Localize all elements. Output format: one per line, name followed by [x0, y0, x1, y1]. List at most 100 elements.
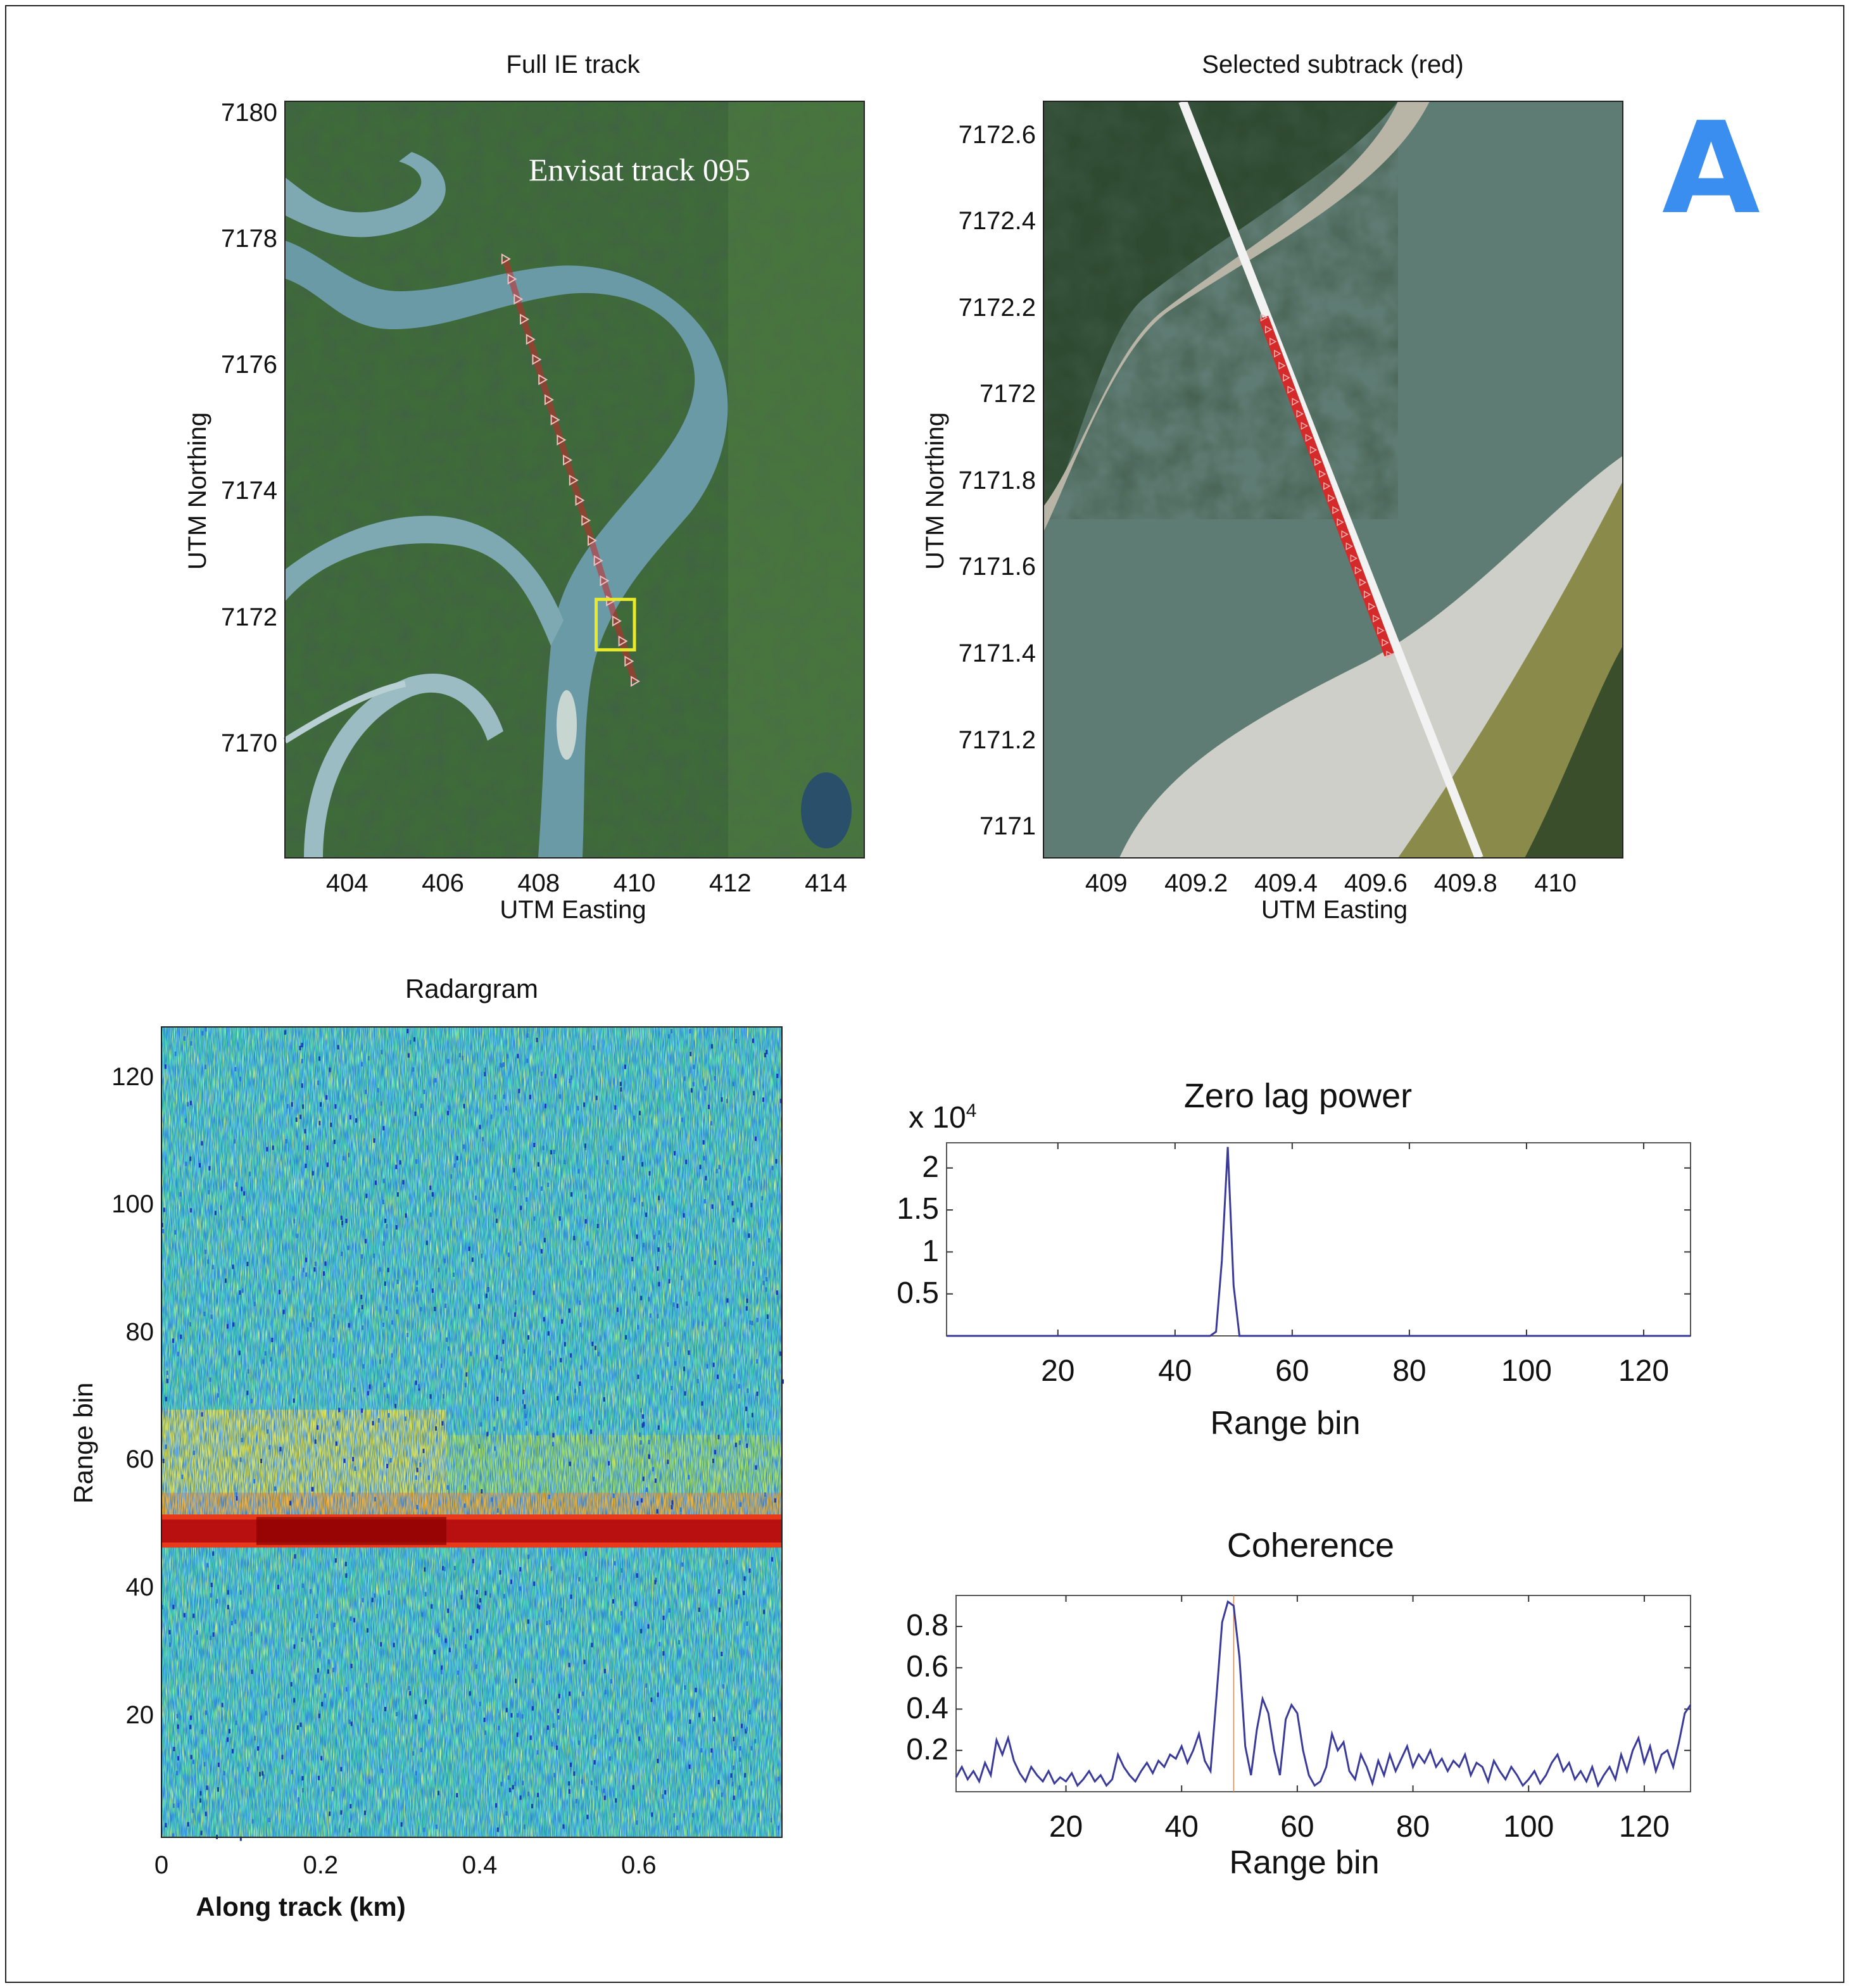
radargram-xtick: 0.2 — [303, 1851, 339, 1879]
radargram-speckle — [306, 1327, 309, 1332]
map1-track-marker — [507, 273, 517, 285]
radargram-speckle — [332, 1337, 335, 1342]
radargram-speckle — [210, 1635, 212, 1640]
radargram-speckle — [485, 1293, 488, 1299]
radargram-speckle — [552, 1433, 555, 1438]
radargram-speckle — [570, 1075, 573, 1080]
radargram-speckle — [632, 1785, 634, 1790]
radargram-speckle — [689, 1029, 691, 1034]
radargram-speckle — [591, 1342, 594, 1347]
radargram-speckle — [350, 1663, 353, 1668]
radargram-speckle — [554, 1074, 557, 1079]
radargram-speckle — [305, 1272, 308, 1277]
radargram-speckle — [394, 1404, 397, 1409]
radargram-speckle — [648, 1440, 650, 1445]
radargram-speckle — [207, 1259, 210, 1264]
radargram-speckle — [383, 1382, 386, 1387]
radargram-speckle — [310, 1322, 312, 1327]
radargram-speckle — [301, 1583, 304, 1589]
radargram-speckle — [610, 1679, 613, 1684]
radargram-speckle — [733, 1374, 736, 1379]
radargram-speckle — [654, 1478, 657, 1483]
map1-river-arm2 — [285, 515, 564, 646]
radargram-speckle — [429, 1394, 432, 1399]
radargram-speckle — [748, 1709, 751, 1714]
radargram-speckle — [365, 1683, 368, 1688]
map1-track-marker — [532, 354, 542, 365]
radargram-speckle — [253, 1479, 256, 1484]
radargram-speckle — [382, 1126, 385, 1131]
map2-xtick: 409.2 — [1164, 869, 1228, 897]
radargram-speckle — [642, 1414, 645, 1419]
radargram-speckle — [714, 1450, 716, 1455]
radargram-speckle — [380, 1642, 382, 1647]
radargram-speckle — [593, 1476, 595, 1482]
coh-xlabel: Range bin — [1229, 1844, 1380, 1881]
radargram-speckle — [781, 1379, 784, 1384]
radargram-speckle — [189, 1100, 192, 1105]
radargram-speckle — [533, 1216, 536, 1221]
radargram-speckle — [756, 1359, 759, 1364]
radargram-speckle — [424, 1699, 427, 1704]
radargram-speckle — [301, 1059, 303, 1064]
radargram-speckle — [696, 1378, 699, 1383]
radargram-speckle — [533, 1143, 536, 1148]
radargram-speckle — [419, 1463, 422, 1468]
radargram-speckle — [464, 1383, 467, 1388]
radargram-speckle — [568, 1789, 570, 1794]
radargram-speckle — [505, 1811, 508, 1816]
radargram-speckle — [743, 1576, 746, 1581]
radargram-speckle — [636, 1234, 638, 1239]
radargram-speckle — [482, 1136, 484, 1142]
radargram-speckle — [372, 1421, 374, 1426]
radargram-speckle — [326, 1162, 329, 1167]
radargram-speckle — [303, 1268, 305, 1273]
radargram-speckle — [641, 1202, 644, 1207]
map2-red-marker — [1382, 638, 1389, 647]
radargram-speckle — [271, 1337, 274, 1342]
radargram-speckle — [519, 1241, 522, 1246]
radargram-speckle — [735, 1600, 738, 1605]
radargram-speckle — [538, 1162, 540, 1167]
radargram-speckle — [281, 1754, 284, 1759]
radargram-speckle — [754, 1136, 757, 1142]
radargram-speckle — [595, 1095, 598, 1100]
radargram-speckle — [412, 1751, 415, 1756]
radargram-speckle — [724, 1322, 726, 1327]
radargram-speckle — [302, 1104, 305, 1109]
radargram-speckle — [421, 1612, 424, 1617]
radargram-speckle — [608, 1461, 610, 1466]
radargram-speckle — [680, 1276, 683, 1281]
map2-red-marker — [1319, 470, 1326, 478]
radargram-speckle — [227, 1737, 229, 1742]
radargram-speckle — [377, 1088, 379, 1093]
radargram-speckle — [722, 1684, 725, 1689]
radargram-speckle — [235, 1492, 237, 1497]
radargram-speckle — [444, 1304, 447, 1309]
radargram-speckle — [183, 1613, 186, 1618]
radargram-speckle — [190, 1715, 192, 1720]
radargram-speckle — [595, 1576, 598, 1582]
radargram-speckle — [586, 1815, 589, 1820]
radargram-speckle — [254, 1735, 256, 1740]
radargram-speckle — [546, 1620, 548, 1625]
radargram-speckle — [521, 1714, 524, 1719]
radargram-speckle — [667, 1034, 670, 1039]
zlp-exponent-sup: 4 — [966, 1100, 977, 1121]
radargram-speckle — [291, 1770, 293, 1775]
radargram-speckle — [172, 1833, 174, 1838]
radargram-speckle — [518, 1088, 520, 1093]
radargram-speckle — [361, 1408, 363, 1413]
radargram-speckle — [305, 1257, 308, 1262]
radargram-speckle — [662, 1615, 665, 1620]
radargram-speckle — [710, 1121, 713, 1126]
map2-track-line — [1178, 99, 1483, 860]
radargram-speckle — [172, 1338, 174, 1343]
radargram-speckle — [502, 1339, 505, 1344]
radargram-speckle — [650, 1697, 653, 1702]
radargram-speckle — [718, 1164, 721, 1169]
radargram-speckle — [332, 1353, 335, 1358]
radargram-speckle — [527, 1619, 529, 1624]
radargram-speckle — [185, 1161, 187, 1166]
radargram-speckle — [227, 1604, 229, 1609]
